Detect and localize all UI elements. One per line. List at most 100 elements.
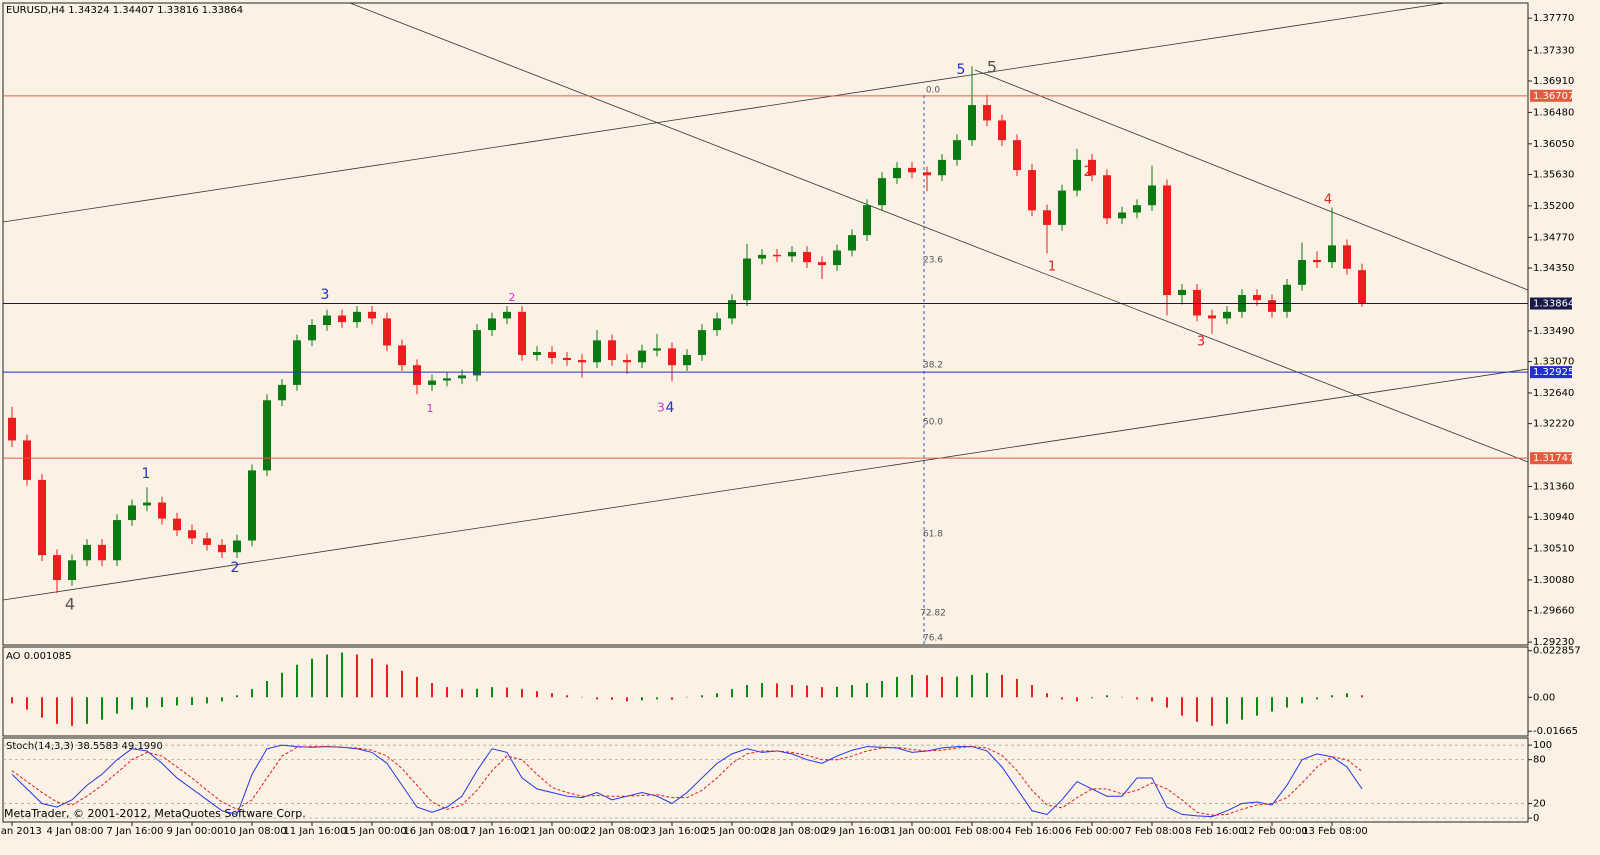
- candle-body: [1133, 205, 1141, 213]
- candle-body: [398, 345, 406, 366]
- candle-body: [473, 330, 481, 376]
- trend-line: [2, 368, 1529, 601]
- candle-body: [203, 538, 211, 545]
- y-tick-label: 1.33070: [1533, 357, 1574, 368]
- candle-body: [263, 400, 271, 471]
- candle-body: [218, 544, 226, 553]
- x-tick-label: 16 Jan 08:00: [403, 826, 466, 837]
- x-tick-label: 1 Feb 08:00: [945, 826, 1004, 837]
- price-level-label: 1.31747: [1533, 453, 1574, 464]
- candle-body: [173, 518, 181, 531]
- candle-body: [1073, 159, 1081, 191]
- candle-body: [578, 360, 586, 363]
- y-tick-label: 1.32220: [1533, 419, 1574, 430]
- wave-label: 1: [1048, 260, 1056, 275]
- candle-body: [863, 205, 871, 236]
- candle-body: [728, 300, 736, 319]
- candle-body: [593, 340, 601, 363]
- price-level-label: 1.32925: [1533, 367, 1574, 378]
- candle-body: [98, 544, 106, 561]
- x-tick-label: 4 Jan 08:00: [47, 826, 104, 837]
- candle-body: [698, 330, 706, 355]
- candle-body: [1028, 170, 1036, 211]
- y-tick-label: 1.36480: [1533, 107, 1574, 118]
- y-tick-label: 1.34350: [1533, 263, 1574, 274]
- candle-body: [1223, 311, 1231, 319]
- wave-label: 4: [666, 400, 675, 416]
- y-tick-label: 80: [1533, 755, 1546, 766]
- candle-body: [923, 172, 931, 176]
- candle-body: [8, 417, 16, 441]
- y-tick-label: 1.37770: [1533, 13, 1574, 24]
- candle-body: [878, 178, 886, 206]
- candle-body: [1253, 295, 1261, 301]
- price-level-box: [1530, 89, 1572, 102]
- footer: MetaTrader, © 2001-2012, MetaQuotes Soft…: [4, 807, 306, 820]
- candle-body: [278, 384, 286, 401]
- candle-body: [1043, 210, 1051, 225]
- candle-body: [1088, 159, 1096, 176]
- x-tick-label: 8 Feb 16:00: [1185, 826, 1244, 837]
- candle-body: [623, 360, 631, 363]
- candle-body: [803, 251, 811, 263]
- candle-body: [758, 254, 766, 259]
- x-tick-label: 29 Jan 16:00: [823, 826, 886, 837]
- x-tick-label: 12 Feb 00:00: [1242, 826, 1308, 837]
- candle-body: [1013, 140, 1021, 171]
- candle-body: [1328, 245, 1336, 263]
- x-tick-label: 31 Jan 00:00: [883, 826, 946, 837]
- candle-body: [908, 167, 916, 173]
- y-tick-label: -0.01665: [1533, 726, 1578, 737]
- y-tick-label: 1.30080: [1533, 575, 1574, 586]
- wave-label: 5: [987, 58, 997, 77]
- candle-body: [233, 540, 241, 553]
- price-level-box: [1530, 452, 1572, 465]
- fib-label: 61.8: [923, 530, 943, 540]
- candle-body: [308, 325, 316, 341]
- candle-body: [443, 378, 451, 381]
- candle-body: [143, 502, 151, 506]
- x-tick-label: 23 Jan 16:00: [643, 826, 706, 837]
- y-tick-label: 0.022857: [1533, 646, 1581, 657]
- candle-body: [458, 375, 466, 379]
- candle-body: [83, 544, 91, 561]
- candle-body: [968, 105, 976, 141]
- y-tick-label: 1.29230: [1533, 637, 1574, 648]
- candle-body: [503, 311, 511, 319]
- candle-body: [1148, 185, 1156, 206]
- candle-body: [113, 520, 121, 561]
- candle-body: [1118, 212, 1126, 219]
- price-panel: [2, 2, 1529, 646]
- wave-label: 1: [427, 402, 434, 415]
- candle-body: [998, 120, 1006, 141]
- candle-body: [368, 311, 376, 319]
- x-tick-label: 9 Jan 00:00: [167, 826, 224, 837]
- candle-body: [248, 470, 256, 541]
- y-tick-label: 0.00: [1533, 692, 1555, 703]
- candle-body: [1163, 185, 1171, 296]
- wave-label: 1: [142, 466, 151, 482]
- candle-body: [788, 251, 796, 257]
- fib-label: 50.0: [923, 418, 943, 428]
- y-tick-label: 1.31360: [1533, 481, 1574, 492]
- wave-label: 5: [957, 62, 966, 78]
- wave-label: 4: [65, 595, 75, 614]
- candle-body: [413, 365, 421, 385]
- stoch-line: [11, 744, 1363, 818]
- fib-label: 0.0: [926, 86, 941, 96]
- candle-body: [743, 258, 751, 301]
- candle-body: [158, 502, 166, 519]
- wave-label: 2: [231, 560, 240, 576]
- candle-body: [383, 318, 391, 346]
- candle-body: [68, 560, 76, 580]
- candle-body: [1358, 270, 1366, 304]
- candle-body: [1298, 259, 1306, 285]
- fib-label: 76.4: [923, 634, 943, 644]
- x-tick-label: 25 Jan 00:00: [703, 826, 766, 837]
- stoch-panel: [2, 737, 1529, 823]
- x-tick-label: 7 Feb 08:00: [1125, 826, 1184, 837]
- wave-label: 3: [1197, 335, 1205, 350]
